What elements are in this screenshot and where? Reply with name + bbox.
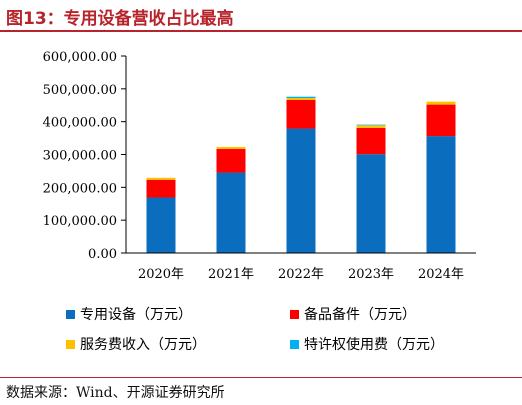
- bar-segment-4: [286, 96, 316, 99]
- bar-segment-1: [426, 136, 456, 253]
- bar-segment-3: [286, 98, 316, 100]
- legend-label: 备品备件（万元）: [304, 306, 416, 323]
- legend: 专用设备（万元） 备品备件（万元） 服务费收入（万元） 特许权使用费（万元）: [66, 306, 444, 353]
- bar-segment-2: [356, 127, 386, 155]
- x-tick-label: 2020年: [138, 267, 184, 282]
- y-tick-label: 600,000.00: [43, 50, 117, 65]
- y-axis: 0.00 100,000.00 200,000.00 300,000.00 400,00…: [43, 50, 127, 262]
- bar-segment-1: [146, 197, 176, 253]
- bar-segment-2: [286, 99, 316, 129]
- y-tick-label: 100,000.00: [43, 214, 117, 229]
- bar-segment-1: [216, 172, 246, 253]
- bar-segment-3: [356, 125, 386, 128]
- legend-label: 专用设备（万元）: [80, 306, 192, 323]
- bar-segment-2: [216, 148, 246, 173]
- y-tick-label: 300,000.00: [43, 149, 117, 164]
- y-tick-label: 200,000.00: [43, 181, 117, 196]
- legend-label: 特许权使用费（万元）: [304, 336, 444, 353]
- bar-segment-4: [356, 124, 386, 126]
- bar-segment-2: [426, 104, 456, 137]
- y-tick-label: 400,000.00: [43, 116, 117, 131]
- legend-swatch: [66, 340, 75, 349]
- y-tick-label: 500,000.00: [43, 83, 117, 98]
- bar-segment-3: [146, 177, 176, 180]
- legend-swatch: [66, 310, 75, 319]
- x-tick-label: 2021年: [208, 267, 254, 282]
- bars: [146, 96, 456, 253]
- source-note: 数据来源：Wind、开源证券研究所: [6, 385, 225, 401]
- legend-swatch: [290, 310, 299, 319]
- legend-label: 服务费收入（万元）: [80, 337, 206, 353]
- y-tick-label: 0.00: [88, 247, 117, 262]
- bar-segment-2: [146, 179, 176, 198]
- bar-segment-1: [356, 154, 386, 253]
- bar-segment-1: [286, 128, 316, 253]
- title-rule: [0, 30, 522, 32]
- footer-rule: [0, 377, 522, 378]
- legend-swatch: [290, 340, 299, 349]
- x-axis: 2020年 2021年 2022年 2023年 2024年: [126, 252, 476, 282]
- x-tick-label: 2023年: [348, 267, 394, 282]
- x-tick-label: 2022年: [278, 267, 324, 282]
- bar-segment-3: [426, 101, 456, 105]
- x-tick-label: 2024年: [418, 267, 464, 282]
- bar-segment-3: [216, 146, 246, 149]
- figure-title: 图13：专用设备营收占比最高: [6, 9, 234, 29]
